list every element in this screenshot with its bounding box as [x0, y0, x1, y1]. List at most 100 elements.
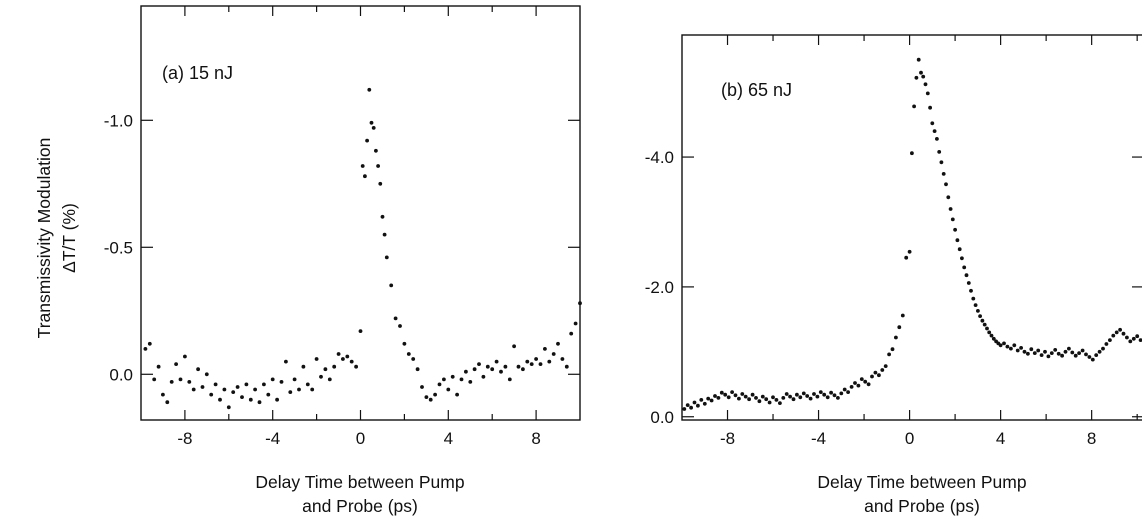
data-point: [897, 325, 902, 330]
data-point: [569, 331, 574, 336]
data-point: [795, 392, 799, 397]
data-point: [730, 390, 734, 394]
data-point: [1005, 344, 1010, 349]
data-point: [297, 387, 301, 392]
data-point: [209, 392, 214, 397]
data-point: [521, 367, 525, 372]
data-point: [292, 377, 297, 382]
data-point: [1067, 346, 1071, 351]
data-point: [503, 364, 508, 369]
data-point: [319, 374, 323, 379]
data-point: [305, 382, 310, 387]
data-point: [842, 387, 847, 392]
data-point: [262, 382, 266, 387]
y-tick-label: -4.0: [645, 148, 674, 167]
data-point: [354, 364, 358, 369]
data-point: [200, 385, 205, 389]
panel-a-label: (a) 15 nJ: [162, 63, 233, 83]
data-point: [384, 255, 389, 260]
data-point: [825, 395, 830, 400]
data-point: [1094, 353, 1099, 357]
data-point: [1135, 334, 1140, 339]
data-point: [226, 405, 231, 410]
data-point: [939, 160, 944, 165]
data-point: [836, 396, 840, 400]
data-point: [1032, 351, 1037, 355]
data-point: [950, 217, 955, 222]
data-point: [887, 352, 891, 357]
data-point: [279, 380, 284, 384]
data-point: [382, 232, 387, 237]
data-point: [360, 164, 365, 168]
data-point: [371, 126, 376, 130]
data-point: [213, 382, 218, 387]
data-point: [978, 314, 982, 318]
y-tick-label: -1.0: [104, 111, 133, 130]
data-point: [812, 392, 816, 396]
data-point: [253, 387, 257, 392]
data-point: [450, 374, 455, 379]
data-point: [944, 182, 948, 187]
data-point: [991, 336, 996, 341]
panel-b-xlabel-line1: Delay Time between Pump: [817, 472, 1026, 492]
data-point: [957, 247, 962, 252]
data-point: [923, 82, 928, 87]
data-point: [1036, 348, 1041, 353]
data-point: [692, 400, 697, 405]
data-point: [866, 382, 871, 387]
data-point: [437, 382, 442, 387]
data-point: [912, 104, 916, 109]
data-point: [507, 377, 512, 382]
data-point: [916, 57, 921, 62]
data-point: [1080, 348, 1085, 353]
data-point: [723, 392, 728, 397]
data-point: [301, 364, 306, 369]
data-point: [341, 357, 345, 361]
x-tick-label: 0: [356, 429, 365, 448]
data-point: [1070, 350, 1075, 355]
data-point: [402, 341, 407, 346]
data-point: [578, 301, 582, 306]
data-point: [750, 392, 755, 397]
x-tick-label: 4: [996, 429, 1005, 448]
data-point: [980, 318, 985, 323]
data-point: [808, 396, 813, 401]
data-point: [973, 303, 978, 307]
data-point: [1015, 348, 1020, 353]
panel-b: -8 -4 0 4 8 0.0 -2.0 -4.0 (b) 65 nJ Delay Time …: [645, 34, 1142, 516]
data-point: [165, 400, 170, 405]
data-point: [849, 385, 854, 389]
data-point: [374, 148, 378, 153]
data-point: [178, 377, 183, 382]
data-point: [716, 396, 721, 400]
data-point: [1138, 338, 1142, 342]
data-point: [1108, 338, 1112, 342]
x-tick-label: -4: [265, 429, 280, 448]
data-point: [962, 265, 967, 270]
x-tick-label: -8: [720, 429, 735, 448]
data-point: [1077, 351, 1081, 355]
data-point: [747, 397, 751, 402]
data-point: [1111, 333, 1116, 338]
data-point: [345, 354, 350, 359]
data-point: [685, 403, 690, 407]
data-point: [468, 380, 473, 384]
data-point: [415, 367, 420, 372]
panel-b-points: [682, 57, 1142, 411]
data-point: [919, 70, 923, 75]
data-point: [538, 362, 543, 366]
data-point: [336, 352, 341, 356]
data-point: [890, 347, 895, 352]
data-point: [406, 352, 411, 356]
data-point: [1090, 357, 1095, 362]
data-point: [1063, 349, 1068, 354]
data-point: [904, 255, 909, 260]
data-point: [485, 364, 490, 369]
data-point: [921, 74, 926, 79]
panel-a: -8 -4 0 4 8 0.0 -0.5 -1.0 (a) 15 nJ Transmissiv…: [34, 5, 582, 516]
data-point: [156, 364, 161, 369]
data-point: [928, 105, 932, 110]
data-point: [760, 394, 765, 399]
data-point: [853, 381, 857, 385]
